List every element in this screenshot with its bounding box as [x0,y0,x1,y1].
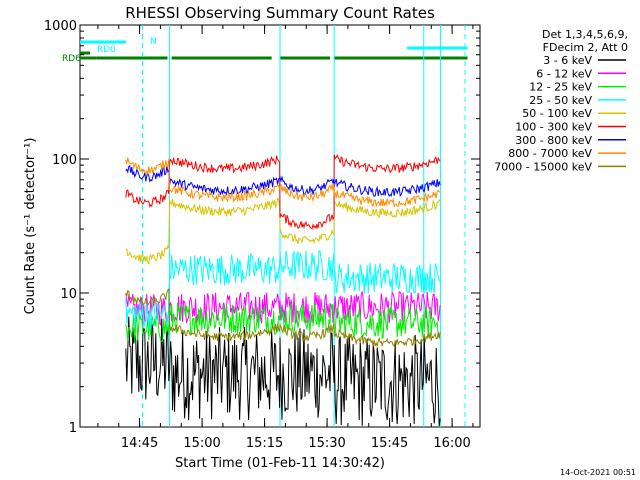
x-tick-label: 15:00 [183,436,220,451]
legend-entry-label: 12 - 25 keV [529,81,592,94]
legend-entry-label: 800 - 7000 keV [508,147,592,160]
x-tick-label: 16:00 [433,436,470,451]
x-tick-label: 15:45 [371,436,408,451]
y-tick-label: 1 [69,421,77,436]
timestamp: 14-Oct-2021 00:51 [560,468,636,477]
x-tick-label: 15:30 [308,436,345,451]
series-line-3to6kev [125,316,441,427]
legend-header: Det 1,3,4,5,6,9, [542,28,628,41]
y-tick-label: 10 [60,287,77,302]
status-bar-label: RD6 [62,54,81,64]
y-tick-label: 1000 [44,19,77,34]
series-line-25to50kev [125,250,441,330]
legend-entry-label: 7000 - 15000 keV [494,160,592,173]
series-line-12to25kev [125,302,441,343]
status-bar-label: RD0 [97,45,116,55]
series-line-100to300kev [125,154,441,230]
x-tick-label: 15:15 [246,436,283,451]
series-line-50to100kev [125,196,441,265]
y-tick-label: 100 [52,153,77,168]
status-bar-label: N [150,37,157,47]
legend-entry-label: 3 - 6 keV [543,54,592,67]
x-tick-label: 14:45 [121,436,158,451]
series-line-800to7000kev [125,157,441,208]
x-axis-label: Start Time (01-Feb-11 14:30:42) [175,456,385,471]
series-line-7000to15000kev [125,287,441,348]
legend-header: FDecim 2, Att 0 [543,41,628,54]
legend-entry-label: 25 - 50 keV [529,94,592,107]
chart-title: RHESSI Observing Summary Count Rates [125,4,435,22]
legend-entry-label: 50 - 100 keV [522,107,592,120]
series-line-300to800kev [125,164,441,198]
legend-entry-label: 6 - 12 keV [536,67,592,80]
legend-entry-label: 100 - 300 keV [515,121,592,134]
legend-entry-label: 300 - 800 keV [515,134,592,147]
y-axis-label: Count Rate (s⁻¹ detector⁻¹) [23,138,38,315]
